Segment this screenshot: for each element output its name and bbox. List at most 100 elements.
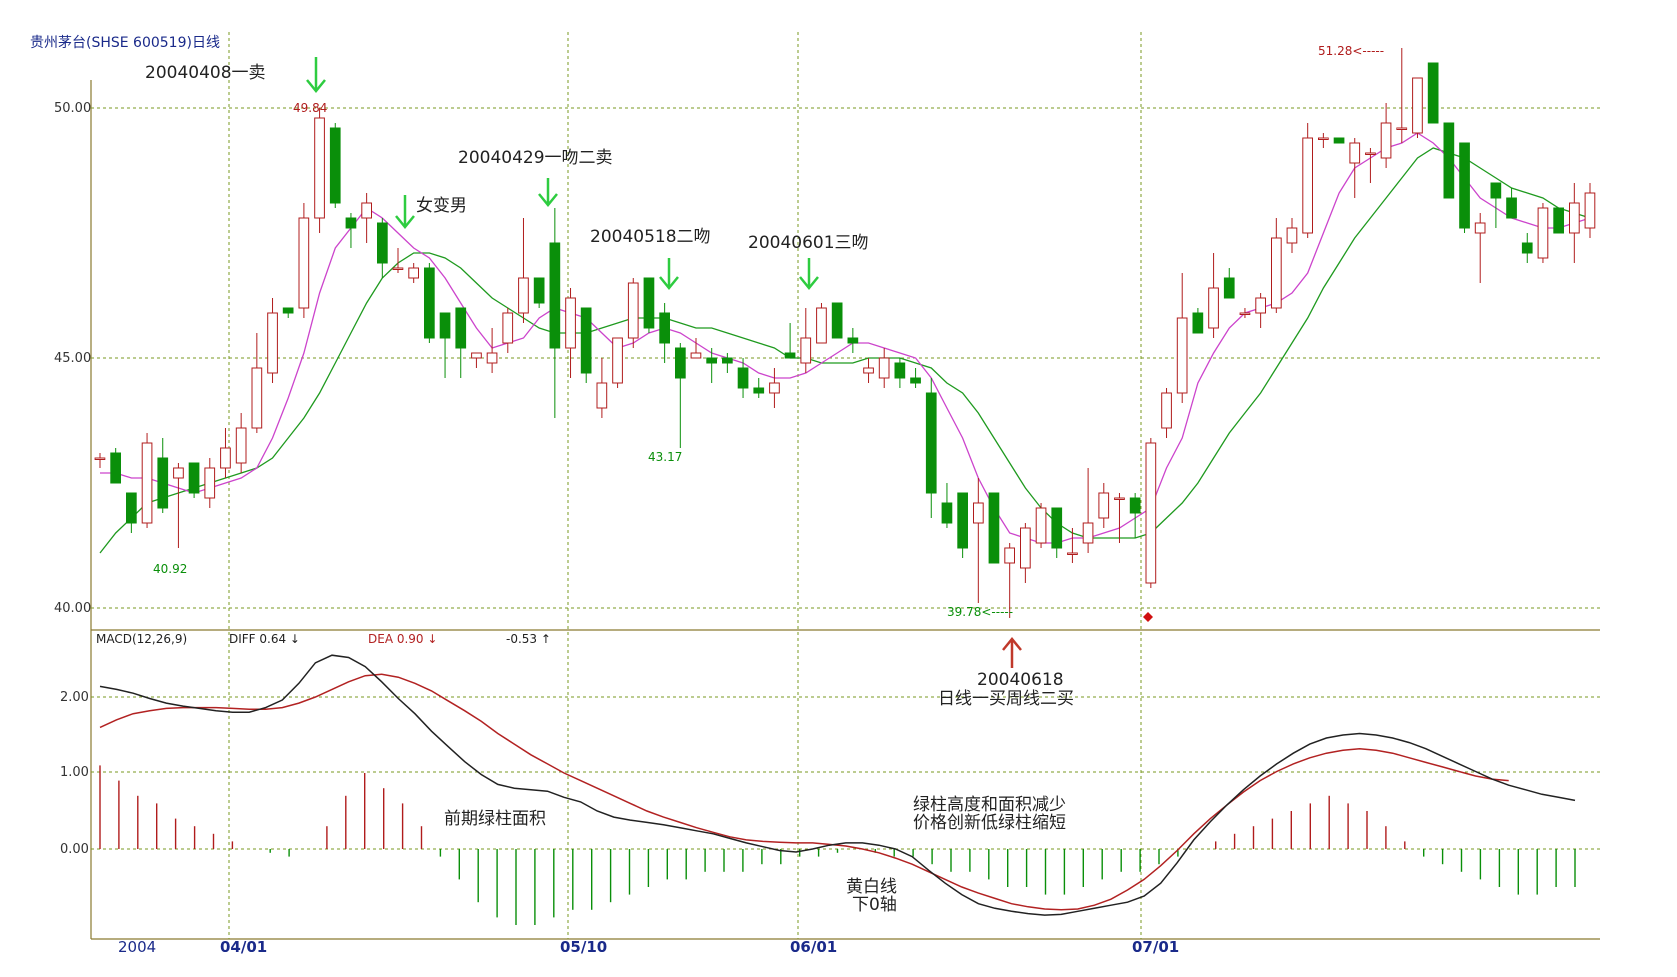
candle-body-down [580, 307, 592, 374]
y-tick-label: 40.00 [54, 601, 91, 616]
price-label: 39.78<----- [947, 605, 1013, 619]
note-buy-date: 20040618 [977, 670, 1064, 690]
candlestick [157, 438, 169, 513]
candle-body-down [1443, 122, 1455, 199]
candle-body-up [627, 282, 639, 339]
candle-body-down [329, 127, 341, 204]
x-tick-label: 07/01 [1132, 938, 1179, 956]
candlestick [769, 368, 780, 408]
candle-body-down [722, 357, 733, 364]
candle-body-down [188, 462, 200, 494]
candlestick [188, 462, 200, 498]
candlestick [1161, 388, 1172, 438]
candlestick [204, 458, 216, 508]
candle-body-up [502, 312, 514, 344]
candlestick [1098, 483, 1110, 528]
candlestick [502, 308, 514, 353]
candlestick [1553, 207, 1565, 234]
candlestick [957, 492, 968, 558]
candlestick [1302, 123, 1314, 238]
candlestick [941, 483, 953, 528]
candle-body-up [1176, 317, 1188, 394]
candle-body-up [1114, 497, 1125, 500]
candle-body-down [1506, 197, 1517, 219]
candle-body-up [1474, 222, 1486, 234]
candle-body-up [565, 297, 576, 349]
macd-histogram [99, 765, 1576, 925]
x-tick-label: 05/10 [560, 938, 607, 956]
candlestick [1490, 182, 1502, 228]
candle-body-down [1333, 137, 1345, 144]
candle-body-up [1537, 207, 1549, 259]
candle-body-up [1412, 77, 1423, 134]
candle-body-down [957, 492, 968, 549]
candlestick [1020, 523, 1031, 583]
candle-body-up [392, 267, 404, 270]
candlestick [110, 448, 122, 484]
y-tick-label: 0.00 [60, 842, 89, 857]
candlestick [377, 218, 388, 278]
candle-body-up [1584, 192, 1596, 229]
annotation-arrows [306, 57, 1022, 668]
candlestick [361, 193, 372, 243]
chart-frame [90, 80, 1600, 940]
candlestick [1521, 233, 1533, 263]
candlestick [1271, 218, 1282, 313]
candle-body-down [894, 362, 906, 379]
candle-body-down [925, 392, 937, 494]
candle-body-down [549, 242, 561, 349]
candle-body-up [486, 352, 498, 364]
candlestick [1192, 308, 1204, 334]
macd-histogram-value: -0.53 ↑ [506, 632, 551, 646]
green-arrow-down-icon [799, 258, 819, 290]
candle-body-down [659, 312, 670, 344]
candlestick [1082, 468, 1094, 553]
candle-body-up [1004, 547, 1015, 564]
y-tick-label: 50.00 [54, 101, 91, 116]
candle-body-down [847, 337, 859, 344]
price-label: 51.28<----- [1318, 44, 1384, 58]
candlestick [1004, 543, 1015, 618]
candle-body-up [1396, 127, 1408, 130]
ma10-line [99, 147, 1591, 554]
candlestick [910, 368, 921, 388]
candlestick [408, 263, 419, 283]
candle-body-up [769, 382, 780, 394]
candlestick [1459, 142, 1470, 233]
month-gridlines [228, 32, 1142, 939]
candle-body-up [251, 367, 263, 429]
candle-body-up [204, 467, 216, 499]
x-tick-label: 06/01 [790, 938, 837, 956]
candlestick [282, 307, 294, 318]
green-arrow-down-icon [538, 178, 558, 207]
candle-body-down [706, 357, 717, 364]
candle-body-up [1067, 552, 1078, 555]
candle-body-up [361, 202, 372, 219]
candle-body-up [1208, 287, 1219, 329]
candlestick [973, 478, 984, 603]
candlestick [1286, 218, 1298, 253]
candle-body-up [1569, 202, 1580, 234]
candlestick [1569, 183, 1580, 263]
candle-body-up [1020, 527, 1031, 569]
candlestick [800, 308, 812, 373]
candle-body-up [690, 352, 702, 359]
candlestick [565, 288, 576, 378]
candle-body-up [1349, 142, 1361, 164]
diff-line [99, 654, 1576, 916]
candlestick [439, 312, 451, 378]
candlestick [847, 328, 859, 353]
candle-body-down [126, 492, 137, 524]
note-buy-text: 日线一买周线二买 [938, 689, 1074, 709]
candlestick [1067, 528, 1078, 563]
candle-body-up [1161, 392, 1172, 429]
candlestick [455, 307, 467, 378]
candlestick [627, 278, 639, 348]
chart-title: 贵州茅台(SHSE 600519)日线 [30, 35, 220, 51]
candle-body-up [314, 117, 325, 219]
candle-body-down [1521, 242, 1533, 254]
candle-body-up [298, 217, 310, 309]
candlestick [424, 263, 435, 343]
candlestick [549, 208, 561, 418]
candlestick [329, 123, 341, 208]
